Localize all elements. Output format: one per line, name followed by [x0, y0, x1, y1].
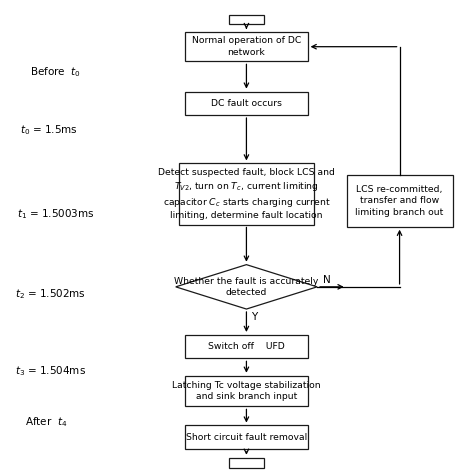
Text: After  $t_4$: After $t_4$ [25, 415, 67, 429]
FancyBboxPatch shape [229, 15, 264, 25]
FancyBboxPatch shape [179, 164, 314, 225]
Text: Y: Y [251, 312, 257, 322]
Text: N: N [323, 274, 330, 284]
Text: Whether the fault is accurately
detected: Whether the fault is accurately detected [174, 277, 319, 297]
Text: Switch off    UFD: Switch off UFD [208, 342, 285, 351]
Text: Detect suspected fault, block LCS and
$T_{V2}$, turn on $T_c$, current limiting
: Detect suspected fault, block LCS and $T… [158, 168, 335, 220]
FancyBboxPatch shape [185, 32, 308, 62]
FancyBboxPatch shape [185, 91, 308, 115]
Text: $t_3$ = 1.504ms: $t_3$ = 1.504ms [15, 364, 86, 378]
Text: $t_0$ = 1.5ms: $t_0$ = 1.5ms [20, 124, 77, 137]
Text: DC fault occurs: DC fault occurs [211, 99, 282, 108]
FancyBboxPatch shape [346, 175, 453, 227]
Text: Short circuit fault removal: Short circuit fault removal [186, 433, 307, 442]
Text: Normal operation of DC
network: Normal operation of DC network [192, 36, 301, 57]
FancyBboxPatch shape [185, 376, 308, 407]
FancyBboxPatch shape [229, 458, 264, 468]
FancyBboxPatch shape [185, 426, 308, 449]
Text: Latching Tc voltage stabilization
and sink branch input: Latching Tc voltage stabilization and si… [172, 381, 321, 401]
Text: $t_2$ = 1.502ms: $t_2$ = 1.502ms [15, 287, 86, 301]
Text: $t_1$ = 1.5003ms: $t_1$ = 1.5003ms [17, 208, 94, 221]
FancyBboxPatch shape [185, 335, 308, 358]
Text: LCS re-committed,
transfer and flow
limiting branch out: LCS re-committed, transfer and flow limi… [356, 185, 444, 217]
Polygon shape [176, 264, 317, 309]
Text: Before  $t_0$: Before $t_0$ [30, 65, 81, 79]
